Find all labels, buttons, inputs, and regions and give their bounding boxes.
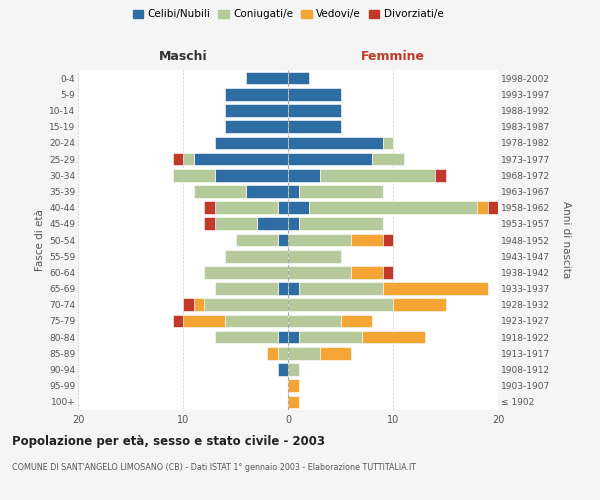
Bar <box>215 169 288 181</box>
Bar <box>288 380 299 392</box>
Bar <box>288 363 299 376</box>
Bar <box>193 298 204 311</box>
Bar <box>215 282 277 295</box>
Bar <box>288 152 372 166</box>
Bar <box>320 169 435 181</box>
Bar <box>288 120 341 133</box>
Bar <box>299 282 383 295</box>
Bar <box>277 202 288 214</box>
Bar <box>183 314 225 328</box>
Bar <box>361 331 425 344</box>
Bar <box>193 152 288 166</box>
Bar <box>351 266 383 278</box>
Bar <box>288 266 351 278</box>
Bar <box>299 185 383 198</box>
Bar <box>257 218 288 230</box>
Legend: Celibi/Nubili, Coniugati/e, Vedovi/e, Divorziati/e: Celibi/Nubili, Coniugati/e, Vedovi/e, Di… <box>128 5 448 24</box>
Y-axis label: Fasce di età: Fasce di età <box>35 209 45 271</box>
Bar <box>215 218 257 230</box>
Bar <box>277 282 288 295</box>
Bar <box>225 314 288 328</box>
Text: Maschi: Maschi <box>158 50 208 62</box>
Bar <box>183 298 193 311</box>
Bar <box>393 298 445 311</box>
Bar <box>288 331 299 344</box>
Bar <box>225 120 288 133</box>
Bar <box>246 72 288 85</box>
Bar <box>288 136 383 149</box>
Bar <box>193 185 246 198</box>
Bar <box>288 234 351 246</box>
Bar <box>288 347 320 360</box>
Bar <box>235 234 277 246</box>
Bar <box>383 282 487 295</box>
Bar <box>383 234 393 246</box>
Bar <box>309 202 477 214</box>
Bar <box>341 314 372 328</box>
Bar <box>288 169 320 181</box>
Bar <box>267 347 277 360</box>
Bar <box>277 363 288 376</box>
Bar <box>487 202 498 214</box>
Bar <box>215 136 288 149</box>
Text: Popolazione per età, sesso e stato civile - 2003: Popolazione per età, sesso e stato civil… <box>12 435 325 448</box>
Bar <box>435 169 445 181</box>
Bar <box>288 282 299 295</box>
Bar <box>299 331 361 344</box>
Bar <box>320 347 351 360</box>
Bar <box>204 266 288 278</box>
Bar <box>299 218 383 230</box>
Y-axis label: Anni di nascita: Anni di nascita <box>561 202 571 278</box>
Bar <box>277 347 288 360</box>
Bar <box>383 136 393 149</box>
Bar <box>383 266 393 278</box>
Bar <box>215 202 277 214</box>
Bar <box>372 152 404 166</box>
Bar <box>277 331 288 344</box>
Bar <box>288 72 309 85</box>
Bar <box>477 202 487 214</box>
Bar <box>173 152 183 166</box>
Bar <box>225 104 288 117</box>
Bar <box>173 169 215 181</box>
Bar <box>288 314 341 328</box>
Bar <box>204 202 215 214</box>
Bar <box>288 218 299 230</box>
Bar <box>288 104 341 117</box>
Bar <box>288 396 299 408</box>
Bar <box>351 234 383 246</box>
Bar <box>288 88 341 101</box>
Bar <box>215 331 277 344</box>
Bar <box>204 298 288 311</box>
Bar <box>225 88 288 101</box>
Bar <box>183 152 193 166</box>
Bar <box>288 298 393 311</box>
Text: Femmine: Femmine <box>361 50 425 62</box>
Bar <box>173 314 183 328</box>
Bar <box>277 234 288 246</box>
Bar <box>288 202 309 214</box>
Bar <box>225 250 288 262</box>
Text: COMUNE DI SANT'ANGELO LIMOSANO (CB) - Dati ISTAT 1° gennaio 2003 - Elaborazione : COMUNE DI SANT'ANGELO LIMOSANO (CB) - Da… <box>12 462 416 471</box>
Bar <box>288 250 341 262</box>
Bar <box>204 218 215 230</box>
Bar <box>288 185 299 198</box>
Bar <box>246 185 288 198</box>
